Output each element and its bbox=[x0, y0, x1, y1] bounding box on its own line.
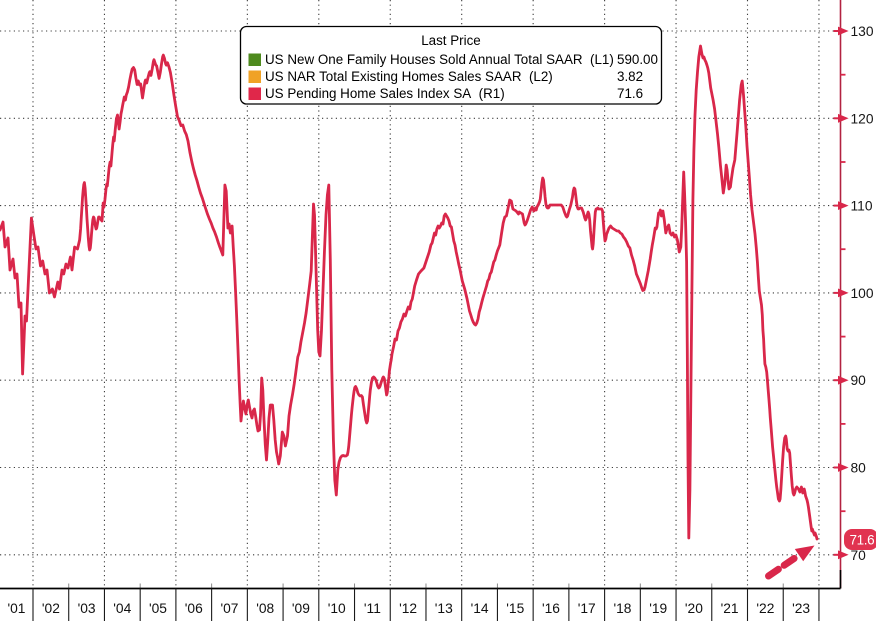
svg-text:'15: '15 bbox=[506, 601, 524, 616]
svg-text:'23: '23 bbox=[792, 601, 810, 616]
svg-text:590.00: 590.00 bbox=[617, 52, 658, 67]
svg-text:70: 70 bbox=[851, 548, 867, 563]
svg-text:'11: '11 bbox=[364, 601, 381, 616]
svg-text:'22: '22 bbox=[756, 601, 774, 616]
svg-text:100: 100 bbox=[851, 286, 874, 301]
svg-text:'10: '10 bbox=[328, 601, 346, 616]
svg-text:'06: '06 bbox=[185, 601, 203, 616]
svg-text:'02: '02 bbox=[42, 601, 60, 616]
svg-text:Last Price: Last Price bbox=[421, 33, 481, 48]
svg-text:'08: '08 bbox=[256, 601, 274, 616]
svg-text:'04: '04 bbox=[113, 601, 131, 616]
svg-text:'19: '19 bbox=[649, 601, 667, 616]
svg-text:80: 80 bbox=[851, 461, 867, 476]
svg-text:US New One Family Houses Sold: US New One Family Houses Sold Annual Tot… bbox=[265, 52, 614, 67]
svg-text:'20: '20 bbox=[685, 601, 703, 616]
svg-text:'07: '07 bbox=[221, 601, 239, 616]
svg-text:90: 90 bbox=[851, 373, 867, 388]
svg-text:'05: '05 bbox=[149, 601, 167, 616]
svg-text:US Pending Home Sales Index SA: US Pending Home Sales Index SA (R1) bbox=[265, 86, 505, 101]
svg-text:'12: '12 bbox=[399, 601, 417, 616]
svg-text:130: 130 bbox=[851, 24, 874, 39]
svg-text:'18: '18 bbox=[614, 601, 632, 616]
svg-text:'16: '16 bbox=[542, 601, 560, 616]
svg-text:'01: '01 bbox=[8, 601, 26, 616]
svg-text:120: 120 bbox=[851, 111, 874, 126]
svg-text:US NAR Total Existing Homes Sa: US NAR Total Existing Homes Sales SAAR (… bbox=[265, 69, 553, 84]
svg-text:'14: '14 bbox=[471, 601, 489, 616]
svg-text:71.6: 71.6 bbox=[850, 533, 875, 548]
svg-text:110: 110 bbox=[851, 199, 873, 214]
svg-text:3.82: 3.82 bbox=[617, 69, 643, 84]
svg-text:'13: '13 bbox=[435, 601, 453, 616]
svg-text:'09: '09 bbox=[292, 601, 310, 616]
svg-text:'17: '17 bbox=[578, 601, 596, 616]
svg-text:71.6: 71.6 bbox=[617, 86, 643, 101]
svg-text:'03: '03 bbox=[78, 601, 96, 616]
svg-text:'21: '21 bbox=[721, 601, 739, 616]
